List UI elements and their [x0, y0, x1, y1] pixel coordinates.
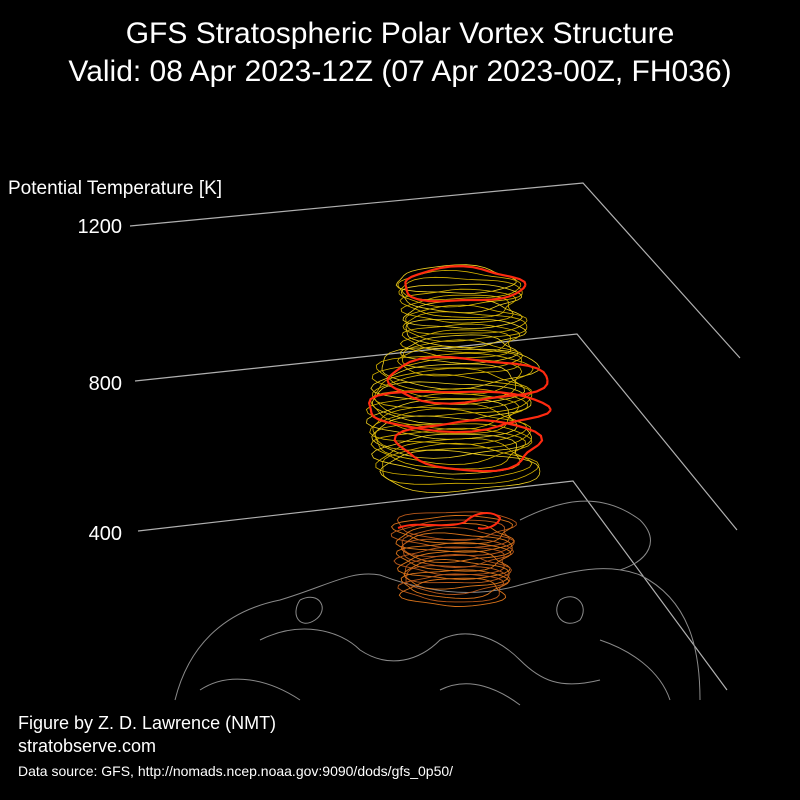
tick-label: 800 [89, 373, 122, 395]
contour [370, 363, 526, 405]
website: stratobserve.com [18, 736, 156, 756]
contour [390, 515, 513, 545]
contour-edge [386, 355, 549, 405]
tick-label: 1200 [78, 216, 123, 238]
contour [400, 294, 514, 324]
contour [399, 329, 512, 359]
subtitle: Valid: 08 Apr 2023-12Z (07 Apr 2023-00Z,… [68, 55, 731, 88]
contour [365, 392, 520, 435]
contour-edge [397, 512, 502, 530]
contour-edge [367, 390, 552, 434]
contour [382, 442, 540, 485]
title: GFS Stratospheric Polar Vortex Structure [126, 17, 675, 50]
contour [395, 264, 517, 294]
contour [401, 339, 524, 369]
contour [403, 558, 510, 590]
coastline [295, 596, 584, 624]
contour [395, 542, 512, 572]
contour [404, 553, 512, 584]
level-plane [134, 333, 738, 531]
contour [398, 577, 507, 607]
contour [405, 304, 528, 335]
contour-edge [404, 264, 527, 303]
contour [366, 398, 518, 440]
contour [402, 538, 515, 568]
contour [401, 527, 515, 557]
credit: Figure by Z. D. Lawrence (NMT) [18, 713, 276, 733]
contour [405, 565, 511, 595]
vortex [365, 264, 552, 607]
coastlines [174, 500, 701, 706]
contour-edge [393, 419, 544, 473]
source: Data source: GFS, http://nomads.ncep.noa… [18, 763, 453, 779]
tick-label: 400 [89, 523, 122, 545]
contour [370, 427, 526, 470]
contour [399, 288, 517, 318]
contour [375, 438, 533, 480]
coastline [519, 500, 651, 571]
contour [379, 449, 541, 494]
contour [374, 423, 533, 465]
contour [400, 569, 510, 600]
contour [397, 573, 505, 603]
contour [369, 388, 529, 430]
coastline [259, 628, 601, 685]
coastline [199, 639, 671, 706]
level-plane [137, 480, 728, 691]
contour [372, 373, 533, 417]
contour [372, 381, 532, 425]
contour [397, 269, 522, 301]
coastline [174, 568, 701, 701]
level-plane [129, 182, 741, 359]
contour [381, 347, 540, 390]
axis-label: Potential Temperature [K] [8, 178, 222, 199]
contour [390, 519, 510, 549]
contour [402, 299, 523, 329]
contour [398, 276, 523, 308]
contour [393, 546, 505, 576]
contour [402, 311, 528, 342]
contour [395, 522, 515, 553]
contour [396, 550, 511, 580]
contour [405, 318, 527, 349]
